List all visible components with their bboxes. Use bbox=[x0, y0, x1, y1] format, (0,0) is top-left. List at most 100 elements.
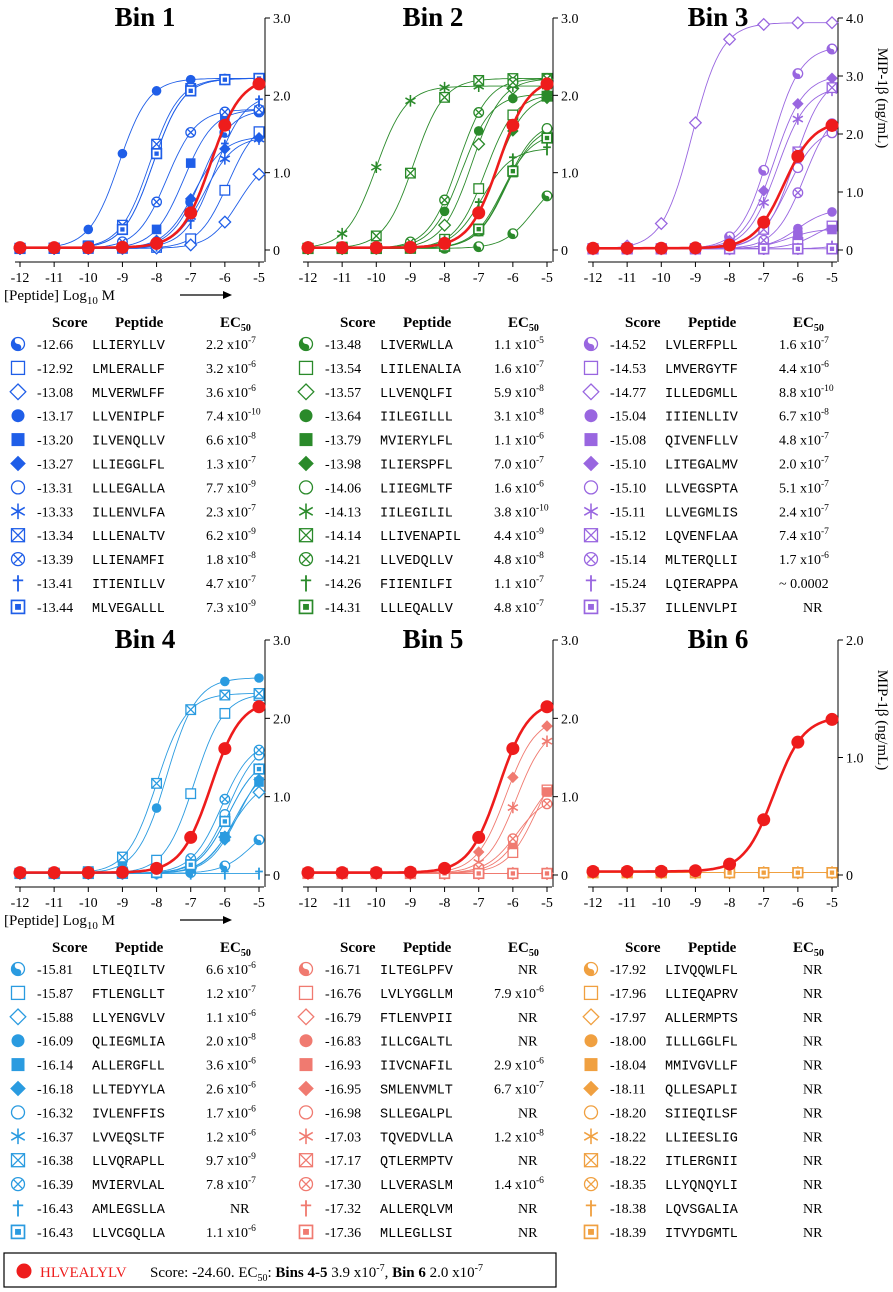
header-score: Score bbox=[340, 940, 376, 956]
row-ec50: NR bbox=[803, 963, 823, 978]
reference-series bbox=[301, 700, 554, 880]
row-score: -17.36 bbox=[325, 1226, 361, 1241]
row-peptide: LLYQNQYLI bbox=[665, 1179, 738, 1194]
row-score: -13.48 bbox=[325, 338, 361, 353]
panel-bin-1: Bin 1 0 1.0 2.0 3.0 -12 -11 -10 -9 -8 -7 -6 -5 [Pepti… bbox=[4, 2, 291, 307]
row-score: -13.31 bbox=[37, 481, 73, 496]
row-score: -16.43 bbox=[37, 1226, 73, 1241]
row-peptide: LMVERGYTF bbox=[665, 363, 738, 378]
table-row: -15.12 LQVENFLAA 7.4 x10-7 bbox=[583, 527, 829, 545]
y-tick-label: 3.0 bbox=[561, 634, 579, 649]
row-score: -14.21 bbox=[325, 553, 361, 568]
header-score: Score bbox=[52, 940, 88, 956]
panel-title: Bin 5 bbox=[403, 624, 464, 654]
reference-point bbox=[403, 865, 417, 879]
x-tick-label: -11 bbox=[45, 271, 63, 286]
fit-curve bbox=[308, 791, 548, 874]
row-ec50: 4.8 x10-8 bbox=[494, 551, 544, 568]
data-point bbox=[792, 867, 804, 879]
y-axis-label: MIP-1β (ng/mL) bbox=[874, 670, 890, 771]
row-ec50: NR bbox=[803, 1059, 823, 1074]
reference-point bbox=[472, 830, 486, 844]
data-point bbox=[826, 867, 838, 879]
data-point bbox=[473, 241, 485, 253]
row-peptide: QLIEGMLIA bbox=[92, 1036, 166, 1051]
row-score: -12.92 bbox=[37, 362, 73, 377]
row-peptide: LLYENGVLV bbox=[92, 1012, 166, 1027]
data-point bbox=[508, 93, 518, 104]
row-score: -18.22 bbox=[610, 1130, 646, 1145]
data-point bbox=[541, 132, 553, 144]
y-tick-label: 2.0 bbox=[561, 89, 579, 104]
data-point bbox=[219, 184, 231, 196]
x-tick-label: -7 bbox=[473, 271, 485, 286]
row-ec50: NR bbox=[803, 1035, 823, 1050]
table-row: -15.87 FTLENGLLT 1.2 x10-7 bbox=[10, 985, 256, 1003]
table-row: -17.97 ALLERMPTS NR bbox=[582, 1008, 823, 1027]
row-peptide: LLIEGGLFL bbox=[92, 459, 165, 474]
row-ec50: NR bbox=[803, 1011, 823, 1026]
row-score: -13.33 bbox=[37, 505, 73, 520]
y-tick-label: 2.0 bbox=[273, 89, 291, 104]
row-score: -15.37 bbox=[610, 601, 646, 616]
row-score: -16.14 bbox=[37, 1059, 73, 1074]
table-row: -13.39 LLIENAMFI 1.8 x10-8 bbox=[10, 551, 256, 569]
table-row: -18.22 ITLERGNII NR bbox=[583, 1153, 823, 1170]
row-peptide: LLTEDYYLA bbox=[92, 1084, 166, 1099]
fit-curve bbox=[308, 789, 548, 874]
row-ec50: 1.2 x10-7 bbox=[206, 985, 256, 1002]
row-ec50: 7.9 x10-6 bbox=[494, 985, 544, 1002]
row-ec50: 5.9 x10-8 bbox=[494, 384, 544, 401]
x-tick-label: -12 bbox=[11, 271, 30, 286]
row-peptide: LTLEQILTV bbox=[92, 964, 166, 979]
data-point bbox=[185, 85, 197, 97]
table-row: -15.88 LLYENGVLV 1.1 x10-6 bbox=[9, 1008, 256, 1027]
row-ec50: 8.8 x10-10 bbox=[779, 384, 834, 401]
dagger-icon bbox=[12, 1200, 24, 1217]
row-score: -15.81 bbox=[37, 963, 73, 978]
x-tick-label: -9 bbox=[117, 896, 129, 911]
x-tick-label: -10 bbox=[367, 271, 386, 286]
reference-point bbox=[369, 866, 383, 880]
data-point bbox=[219, 106, 231, 118]
data-point bbox=[151, 224, 162, 235]
panel-title: Bin 1 bbox=[115, 2, 176, 32]
data-point bbox=[507, 228, 519, 240]
row-ec50: NR bbox=[803, 1202, 823, 1217]
table-row: -13.20 ILVENQLLV 6.6 x10-8 bbox=[11, 432, 256, 450]
data-point bbox=[151, 86, 162, 96]
series-IIVCNAFIL bbox=[303, 787, 552, 879]
x-tick-label: -8 bbox=[724, 896, 736, 911]
row-score: -14.31 bbox=[325, 601, 361, 616]
series-ILLEDGMLL bbox=[586, 15, 839, 256]
yin-yang-icon bbox=[583, 336, 599, 352]
reference-series bbox=[13, 700, 266, 880]
panel-bin-5: Bin 5 0 1.0 2.0 3.0 -12 -11 -10 -9 -8 -7 -6 -5 bbox=[299, 624, 579, 911]
y-tick-label: 3.0 bbox=[273, 12, 291, 27]
row-peptide: MLTERQLLI bbox=[665, 554, 738, 569]
row-score: -14.77 bbox=[610, 386, 646, 401]
row-ec50: 1.1 x10-6 bbox=[206, 1009, 256, 1026]
data-point bbox=[472, 137, 486, 151]
row-score: -17.32 bbox=[325, 1202, 361, 1217]
row-score: -18.38 bbox=[610, 1202, 646, 1217]
table-row: -17.32 ALLERQLVM NR bbox=[300, 1200, 538, 1218]
row-score: -13.98 bbox=[325, 458, 361, 473]
data-point bbox=[541, 867, 553, 880]
row-ec50: 4.4 x10-9 bbox=[494, 527, 544, 544]
reference-series bbox=[301, 77, 554, 255]
data-point bbox=[507, 801, 519, 814]
row-ec50: 9.7 x10-9 bbox=[206, 1152, 256, 1169]
reference-point bbox=[586, 241, 600, 255]
open-square-icon bbox=[298, 985, 314, 1001]
row-peptide: LVLYGGLLM bbox=[380, 988, 453, 1003]
x-tick-label: -5 bbox=[253, 896, 265, 911]
reference-point bbox=[252, 77, 266, 91]
row-score: -14.52 bbox=[610, 338, 646, 353]
table-row: -15.10 LITEGALMV 2.0 x10-7 bbox=[583, 456, 829, 474]
row-ec50: NR bbox=[803, 1130, 823, 1145]
data-point bbox=[507, 867, 519, 880]
row-peptide: ILVENQLLV bbox=[92, 435, 166, 450]
row-peptide: LLIVENAPIL bbox=[380, 530, 461, 545]
data-point bbox=[543, 143, 551, 156]
